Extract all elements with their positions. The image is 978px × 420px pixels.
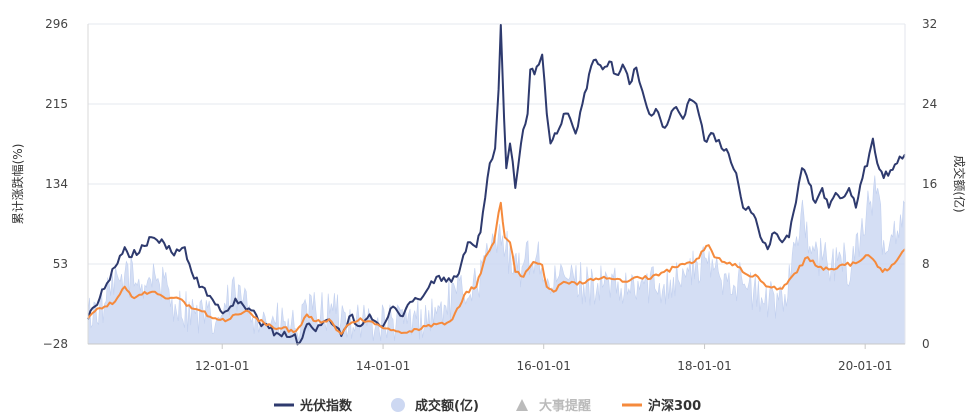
x-tick-label: 14-01-01 [356,359,410,373]
legend-triangle-icon [516,399,528,411]
legend-item[interactable]: 光伏指数 [274,398,353,414]
y-right-axis-title: 成交额(亿) [952,155,967,212]
y-left-tick-label: −28 [43,337,68,351]
x-tick-label: 18-01-01 [677,359,731,373]
y-right-tick-label: 24 [922,97,937,111]
y-left-tick-label: 296 [45,17,68,31]
legend-label: 光伏指数 [299,398,353,414]
y-right-tick-label: 16 [922,177,937,191]
volume-area-layer [87,175,906,345]
legend-item[interactable]: 沪深300 [622,398,701,414]
legend: 光伏指数 成交额(亿) 大事提醒 沪深300 [274,398,701,414]
x-tick-label: 20-01-01 [838,359,892,373]
x-tick-labels: 12-01-01 14-01-01 16-01-01 18-01-01 20-01-01 [195,344,892,373]
y-left-tick-label: 215 [45,97,68,111]
y-right-tick-label: 8 [922,257,930,271]
legend-label: 成交额(亿) [415,398,479,414]
legend-item[interactable]: 成交额(亿) [391,398,479,414]
x-tick-label: 16-01-01 [516,359,570,373]
series-line-hs300 [87,201,906,336]
y-right-tick-label: 0 [922,337,930,351]
y-right-tick-label: 32 [922,17,937,31]
y-left-tick-label: 53 [53,257,68,271]
y-left-tick-label: 134 [45,177,68,191]
y-left-axis-title: 累计涨跌幅(%) [10,144,25,225]
legend-label: 大事提醒 [539,398,591,414]
legend-circle-icon [391,398,405,412]
legend-label: 沪深300 [648,398,701,414]
y-right-tick-labels: 0 8 16 24 32 [922,17,937,351]
series-volume-area [87,175,906,345]
series-line-pv-index [87,24,906,346]
series-lines-layer [87,24,906,346]
axes [87,24,906,345]
y-left-tick-labels: −28 53 134 215 296 [43,17,68,351]
legend-item[interactable]: 大事提醒 [516,398,591,414]
x-tick-label: 12-01-01 [195,359,249,373]
